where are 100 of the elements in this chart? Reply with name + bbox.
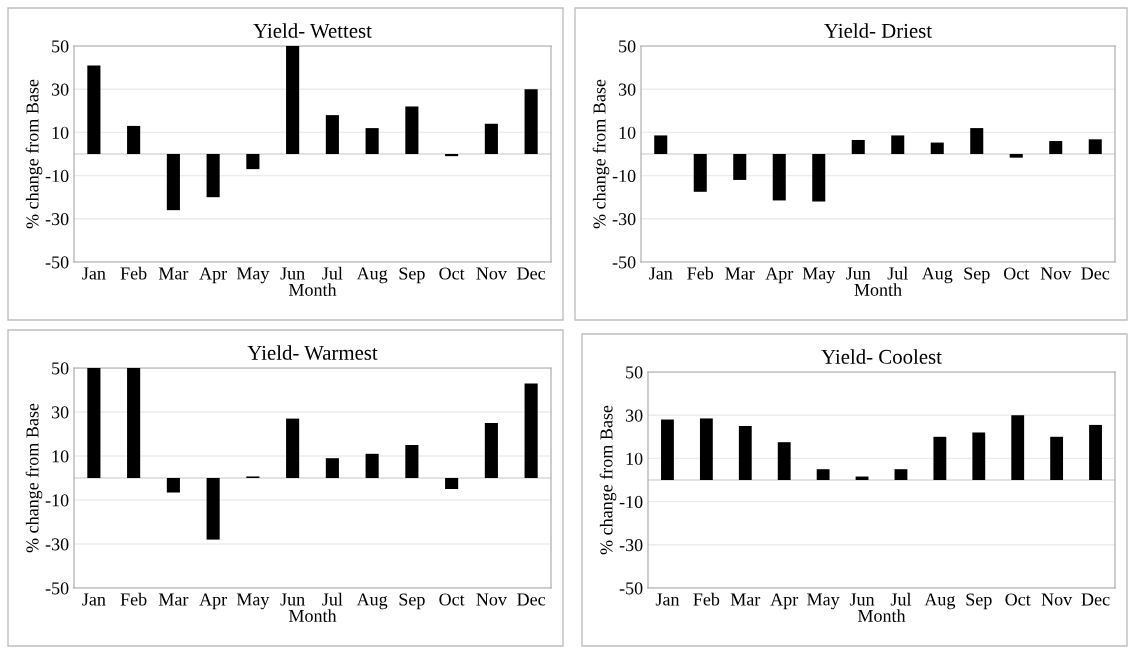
x-tick-label: Jan <box>82 593 106 606</box>
bar <box>206 154 220 198</box>
bar <box>970 128 984 154</box>
bar <box>246 154 260 170</box>
bar <box>930 142 944 154</box>
x-tick-label: Sep <box>399 267 425 284</box>
bar <box>484 423 498 478</box>
y-tick-label: 50 <box>626 366 643 379</box>
bar <box>894 469 908 480</box>
bar <box>933 436 947 480</box>
bar <box>484 123 498 154</box>
bar <box>891 135 905 154</box>
chart-title: Yield- Coolest <box>821 349 942 364</box>
bar <box>851 139 865 154</box>
x-tick-label: Mar <box>730 593 761 606</box>
x-tick-label: Feb <box>120 266 147 280</box>
x-tick-label: Apr <box>770 593 799 610</box>
bar <box>445 478 459 489</box>
y-tick-label: 10 <box>619 126 636 139</box>
y-tick-label: -10 <box>45 494 69 507</box>
chart-title: Yield- Wettest <box>253 23 372 38</box>
x-axis-title: Month <box>854 283 902 296</box>
y-tick-label: 30 <box>625 409 643 422</box>
y-tick-label: 50 <box>52 362 69 375</box>
bar <box>693 154 707 192</box>
x-tick-label: Jan <box>649 267 673 280</box>
y-tick-label: -50 <box>612 256 636 269</box>
x-tick-label: Sep <box>399 593 425 610</box>
y-tick-label: -10 <box>612 169 636 183</box>
x-axis-title: Month <box>857 609 906 622</box>
y-tick-label: -50 <box>45 582 69 595</box>
x-tick-label: Feb <box>693 592 720 606</box>
bar <box>1088 139 1102 154</box>
x-tick-label: Aug <box>924 593 956 610</box>
x-tick-label: Mar <box>158 593 189 606</box>
bar <box>166 154 180 211</box>
x-tick-label: Oct <box>439 267 465 280</box>
bar <box>325 115 339 154</box>
bar <box>127 125 141 154</box>
x-tick-label: Dec <box>517 267 546 280</box>
x-tick-label: Jun <box>280 593 305 606</box>
bar <box>325 458 339 478</box>
x-tick-label: Mar <box>725 267 755 280</box>
y-tick-label: -30 <box>619 539 643 552</box>
y-tick-label: 30 <box>618 83 636 96</box>
x-tick-label: Jul <box>890 592 912 606</box>
y-tick-label: 30 <box>51 83 69 96</box>
y-tick-label: -10 <box>45 169 69 183</box>
x-tick-label: Sep <box>966 593 992 610</box>
x-tick-label: Jan <box>655 593 680 606</box>
x-tick-label: Oct <box>439 593 465 606</box>
bar <box>1050 436 1064 480</box>
y-axis-title: % change from Base <box>25 403 43 553</box>
x-tick-label: Jul <box>887 266 908 280</box>
bar <box>733 154 747 180</box>
y-tick-label: -30 <box>45 213 69 226</box>
bar <box>699 418 713 480</box>
y-tick-label: 50 <box>619 40 636 53</box>
y-tick-label: 30 <box>51 406 69 419</box>
y-tick-label: -50 <box>45 256 69 269</box>
x-tick-label: Jul <box>322 592 343 606</box>
bar <box>405 445 419 478</box>
y-tick-label: 10 <box>626 452 643 465</box>
bar <box>1049 141 1063 154</box>
x-tick-label: May <box>236 593 270 610</box>
bar <box>777 442 791 480</box>
x-tick-label: Nov <box>1041 593 1073 606</box>
x-tick-label: Jul <box>322 266 343 280</box>
x-tick-label: May <box>807 593 840 610</box>
y-tick-label: -50 <box>619 582 643 595</box>
x-tick-label: Feb <box>120 592 147 606</box>
bar <box>772 154 786 201</box>
x-tick-label: Nov <box>476 593 507 606</box>
bar <box>1011 415 1025 480</box>
bar <box>286 418 300 478</box>
y-tick-label: -30 <box>612 213 636 226</box>
bar <box>405 106 419 154</box>
x-tick-label: Apr <box>765 267 794 284</box>
x-tick-label: Dec <box>1081 267 1110 280</box>
bar <box>286 46 300 154</box>
y-tick-label: 50 <box>52 40 69 53</box>
x-axis-title: Month <box>288 609 337 622</box>
bar <box>524 89 538 154</box>
bar <box>365 128 379 154</box>
bar <box>87 65 101 154</box>
x-tick-label: Feb <box>687 266 714 280</box>
chart-title: Yield- Warmest <box>247 345 378 360</box>
x-tick-label: Aug <box>356 593 388 610</box>
x-tick-label: Jun <box>280 267 305 280</box>
x-tick-label: Apr <box>199 267 228 284</box>
bar <box>812 154 826 202</box>
y-tick-label: -10 <box>619 495 643 509</box>
x-tick-label: Jan <box>82 267 106 280</box>
bar <box>166 478 180 493</box>
x-tick-label: Mar <box>158 267 189 280</box>
x-tick-label: Aug <box>921 267 953 284</box>
bar <box>127 368 141 478</box>
bar <box>1009 154 1023 158</box>
x-tick-label: Oct <box>1003 267 1030 280</box>
x-tick-label: Dec <box>517 593 546 606</box>
